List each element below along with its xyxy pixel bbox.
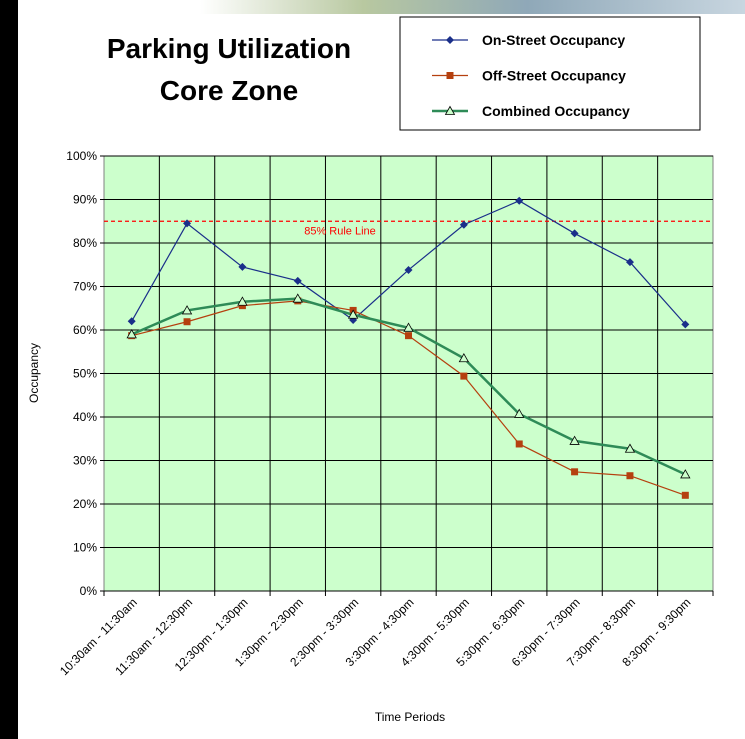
y-axis-label: Occupancy [27,343,41,403]
marker [184,318,191,325]
y-tick-label: 0% [80,584,98,598]
legend-label: On-Street Occupancy [482,32,625,48]
left-strip [0,0,18,739]
y-tick-label: 40% [73,410,97,424]
y-tick-label: 100% [66,149,97,163]
marker [516,440,523,447]
marker [447,72,454,79]
header-image [200,0,745,14]
chart: Parking Utilization Core Zone Time Perio… [0,0,745,739]
y-tick-label: 80% [73,236,97,250]
chart-title: Parking Utilization [107,33,351,64]
rule-line-label: 85% Rule Line [304,225,376,237]
marker [682,492,689,499]
y-tick-label: 10% [73,541,97,555]
y-tick-label: 60% [73,323,97,337]
y-tick-label: 70% [73,280,97,294]
x-axis-label: Time Periods [375,710,445,724]
y-tick-label: 90% [73,193,97,207]
y-tick-label: 50% [73,367,97,381]
marker [571,468,578,475]
legend-label: Off-Street Occupancy [482,68,626,84]
y-tick-label: 20% [73,497,97,511]
marker [405,332,412,339]
marker [626,472,633,479]
y-tick-label: 30% [73,454,97,468]
chart-title: Core Zone [160,75,298,106]
marker [460,373,467,380]
legend-label: Combined Occupancy [482,103,630,119]
